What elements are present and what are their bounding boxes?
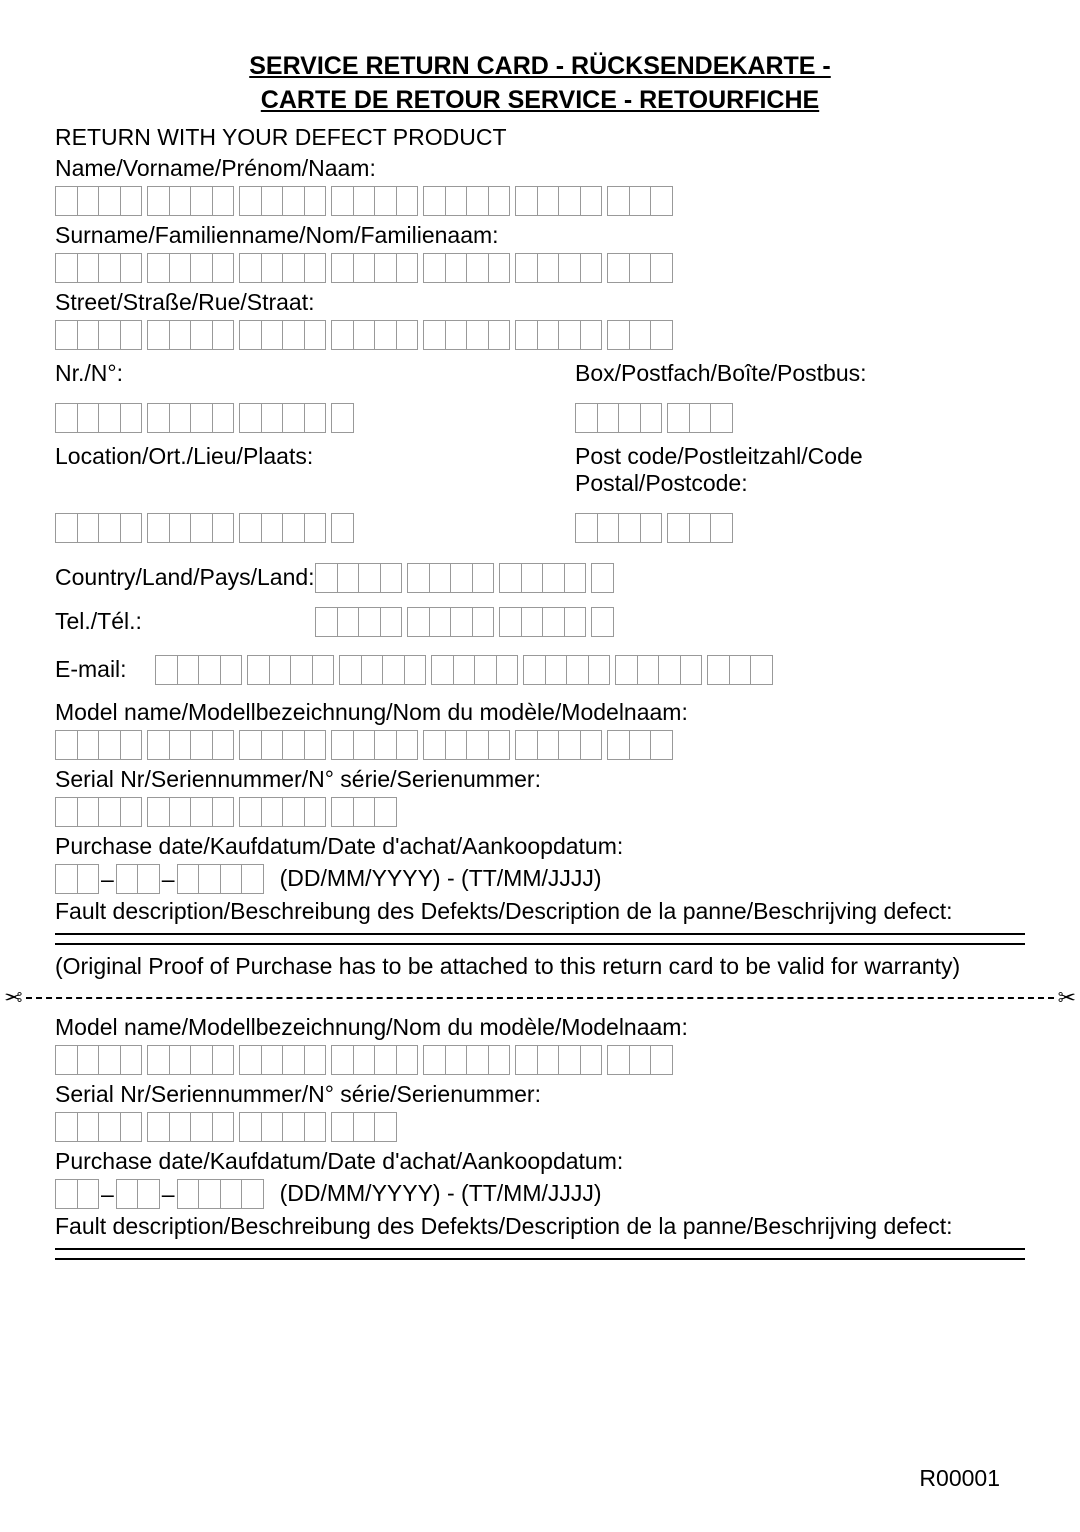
model-label-2: Model name/Modellbezeichnung/Nom du modè… bbox=[55, 1014, 1025, 1041]
email-label: E-mail: bbox=[55, 656, 155, 683]
purchase-date-input-2[interactable]: – – bbox=[55, 1179, 264, 1209]
location-input[interactable] bbox=[55, 513, 505, 543]
purchase-date-label-2: Purchase date/Kaufdatum/Date d'achat/Aan… bbox=[55, 1148, 1025, 1175]
street-input[interactable] bbox=[55, 320, 1025, 350]
title-line-1: SERVICE RETURN CARD - RÜCKSENDEKARTE - bbox=[249, 52, 831, 80]
tel-input[interactable] bbox=[315, 607, 613, 637]
purchase-date-input[interactable]: – – bbox=[55, 864, 264, 894]
model-label: Model name/Modellbezeichnung/Nom du modè… bbox=[55, 699, 1025, 726]
country-label: Country/Land/Pays/Land: bbox=[55, 564, 315, 591]
box-input[interactable] bbox=[575, 403, 1025, 433]
model-input-2[interactable] bbox=[55, 1045, 1025, 1075]
proof-note: (Original Proof of Purchase has to be at… bbox=[55, 953, 1025, 980]
cut-line: ✂ ✂ bbox=[0, 986, 1080, 1010]
scissors-icon: ✂ bbox=[0, 987, 26, 1009]
serial-input-2[interactable] bbox=[55, 1112, 1025, 1142]
fault-label: Fault description/Beschreibung des Defek… bbox=[55, 898, 1025, 925]
service-return-card: SERVICE RETURN CARD - RÜCKSENDEKARTE - C… bbox=[0, 0, 1080, 1298]
return-instruction: RETURN WITH YOUR DEFECT PRODUCT bbox=[55, 124, 1025, 151]
purchase-date-label: Purchase date/Kaufdatum/Date d'achat/Aan… bbox=[55, 833, 1025, 860]
date-format-note: (DD/MM/YYYY) - (TT/MM/JJJJ) bbox=[280, 865, 602, 892]
location-label: Location/Ort./Lieu/Plaats: bbox=[55, 443, 505, 470]
nr-input[interactable] bbox=[55, 403, 505, 433]
fault-line-1[interactable] bbox=[55, 933, 1025, 935]
postcode-label: Post code/Postleitzahl/Code Postal/Postc… bbox=[575, 443, 1025, 497]
nr-label: Nr./N°: bbox=[55, 360, 505, 387]
date-separator: – bbox=[99, 1179, 116, 1209]
serial-label: Serial Nr/Seriennummer/N° série/Serienum… bbox=[55, 766, 1025, 793]
model-input[interactable] bbox=[55, 730, 1025, 760]
fault-line-4[interactable] bbox=[55, 1258, 1025, 1260]
tel-label: Tel./Tél.: bbox=[55, 608, 315, 635]
fault-line-3[interactable] bbox=[55, 1248, 1025, 1250]
fault-label-2: Fault description/Beschreibung des Defek… bbox=[55, 1213, 1025, 1240]
country-input[interactable] bbox=[315, 563, 613, 593]
name-label: Name/Vorname/Prénom/Naam: bbox=[55, 155, 1025, 182]
date-separator: – bbox=[160, 864, 177, 894]
box-label: Box/Postfach/Boîte/Postbus: bbox=[575, 360, 1025, 387]
name-input[interactable] bbox=[55, 186, 1025, 216]
date-separator: – bbox=[160, 1179, 177, 1209]
serial-input[interactable] bbox=[55, 797, 1025, 827]
fault-line-2[interactable] bbox=[55, 943, 1025, 945]
email-input[interactable] bbox=[155, 655, 772, 685]
footer-code: R00001 bbox=[919, 1465, 1000, 1492]
surname-input[interactable] bbox=[55, 253, 1025, 283]
form-title: SERVICE RETURN CARD - RÜCKSENDEKARTE - C… bbox=[55, 50, 1025, 118]
title-line-2: CARTE DE RETOUR SERVICE - RETOURFICHE bbox=[261, 86, 819, 114]
street-label: Street/Straße/Rue/Straat: bbox=[55, 289, 1025, 316]
date-separator: – bbox=[99, 864, 116, 894]
postcode-input[interactable] bbox=[575, 513, 1025, 543]
date-format-note-2: (DD/MM/YYYY) - (TT/MM/JJJJ) bbox=[280, 1180, 602, 1207]
scissors-icon: ✂ bbox=[1054, 987, 1080, 1009]
serial-label-2: Serial Nr/Seriennummer/N° série/Serienum… bbox=[55, 1081, 1025, 1108]
surname-label: Surname/Familienname/Nom/Familienaam: bbox=[55, 222, 1025, 249]
